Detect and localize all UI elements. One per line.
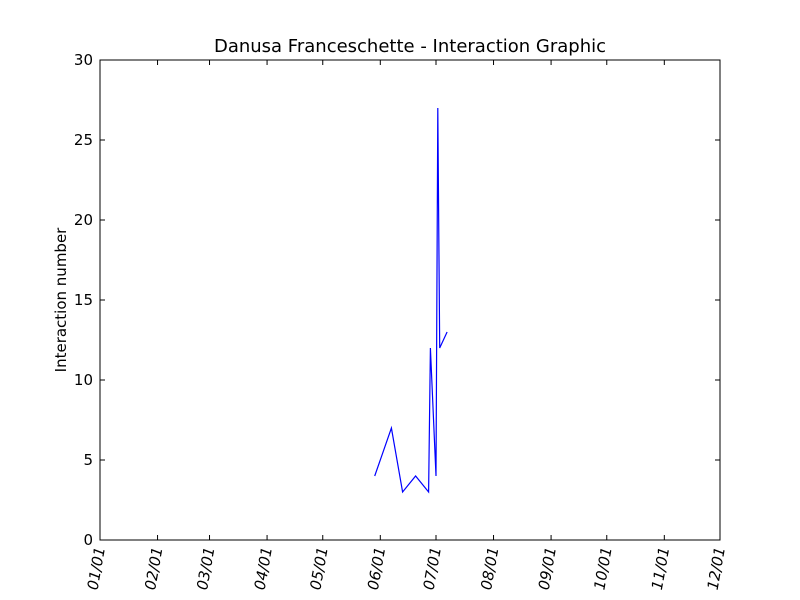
- x-tick-label: 03/01: [193, 546, 218, 592]
- series-line: [374, 107, 448, 494]
- plot-frame: [99, 59, 721, 541]
- series-group: [374, 107, 448, 494]
- x-tick-label: 12/01: [704, 546, 729, 592]
- y-tick-label: 20: [74, 211, 93, 229]
- x-tick-label: 08/01: [477, 546, 502, 592]
- x-tick-label: 02/01: [141, 546, 166, 592]
- y-tick-label: 5: [83, 451, 93, 469]
- x-tick-label: 10/01: [590, 546, 615, 592]
- axis-ticks: 0 5 10 15 20 25 30 01/01 02/01 03/01 04/01 05/01 06/…: [74, 51, 729, 591]
- y-tick-label: 10: [74, 371, 93, 389]
- y-tick-label: 30: [74, 51, 93, 69]
- y-tick-label: 25: [74, 131, 93, 149]
- y-tick-label: 15: [74, 291, 93, 309]
- x-tick-label: 01/01: [84, 546, 109, 592]
- x-tick-label: 04/01: [251, 546, 276, 592]
- x-tick-label: 06/01: [364, 546, 389, 592]
- chart-title: Danusa Franceschette - Interaction Graph…: [214, 36, 606, 57]
- x-tick-label: 05/01: [306, 546, 331, 592]
- y-axis-label: Interaction number: [52, 227, 70, 373]
- x-tick-label: 07/01: [420, 546, 445, 592]
- x-tick-label: 11/01: [648, 546, 673, 592]
- x-tick-label: 09/01: [535, 546, 560, 592]
- y-tick-label: 0: [83, 531, 93, 549]
